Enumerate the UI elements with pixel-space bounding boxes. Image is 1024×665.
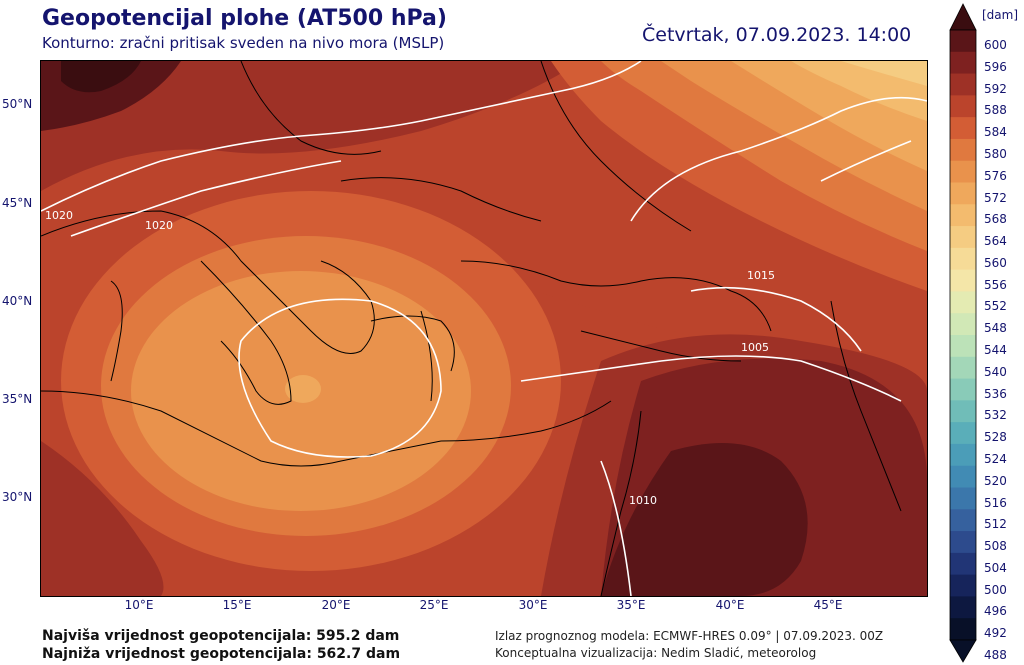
y-tick-30n: 30°N [2, 490, 33, 504]
colorbar-label-592: 592 [984, 81, 1007, 96]
colorbar-label-576: 576 [984, 168, 1007, 183]
band-568-central [285, 375, 321, 403]
colorbar-label-580: 580 [984, 146, 1007, 161]
isobar-label-1005: 1005 [741, 341, 769, 354]
colorbar-label-552: 552 [984, 299, 1007, 314]
colorbar-label-560: 560 [984, 255, 1007, 270]
map-title: Geopotencijal plohe (AT500 hPa) [42, 6, 447, 31]
colorbar-label-568: 568 [984, 212, 1007, 227]
colorbar-segment-532 [950, 378, 976, 401]
colorbar-segment-520 [950, 443, 976, 467]
colorbar-extend-top [949, 3, 977, 31]
isobar-label-1010: 1010 [629, 494, 657, 507]
colorbar-extend-bottom [949, 639, 977, 663]
colorbar-segment-584 [950, 95, 976, 118]
y-tick-50n: 50°N [2, 97, 33, 111]
colorbar-unit: [dam] [982, 8, 1019, 22]
colorbar-segment-564 [950, 204, 976, 227]
author-credit-text: Konceptualna vizualizacija: Nedim Sladić… [495, 646, 817, 660]
colorbar-segment-588 [950, 73, 976, 96]
colorbar-label-528: 528 [984, 430, 1007, 445]
coastlines [41, 61, 902, 596]
x-tick-20e: 20°E [321, 598, 351, 612]
forecast-datetime: Četvrtak, 07.09.2023. 14:00 [642, 24, 912, 46]
isobar-label-1015: 1015 [747, 269, 775, 282]
colorbar-label-564: 564 [984, 234, 1007, 249]
colorbar-label-488: 488 [984, 648, 1007, 662]
band-600-nw [61, 61, 141, 93]
colorbar-segment-544 [950, 313, 976, 336]
colorbar-segment-508 [950, 509, 976, 532]
x-tick-25e: 25°E [419, 598, 449, 612]
geopotential-map[interactable]: 1020 1020 1015 1005 1010 [40, 60, 928, 597]
band-560-ne [841, 61, 927, 86]
y-tick-40n: 40°N [2, 294, 33, 308]
min-geopotential-text: Najniža vrijednost geopotencijala: 562.7… [42, 646, 401, 662]
map-canvas: 1020 1020 1015 1005 1010 [41, 61, 927, 596]
colorbar-segment-512 [950, 487, 976, 510]
colorbar-label-540: 540 [984, 364, 1007, 379]
x-tick-40e: 40°E [715, 598, 745, 612]
colorbar-label-508: 508 [984, 539, 1007, 554]
colorbar-label-544: 544 [984, 343, 1007, 357]
colorbar-segment-568 [950, 182, 976, 205]
colorbar-label-572: 572 [984, 190, 1007, 205]
colorbar [949, 3, 977, 663]
colorbar-segment-504 [950, 531, 976, 554]
colorbar-segment-592 [950, 51, 976, 75]
colorbar-label-532: 532 [984, 408, 1007, 423]
footer-credits: Izlaz prognoznog modela: ECMWF-HRES 0.09… [495, 628, 883, 662]
colorbar-segment-488 [950, 618, 976, 641]
colorbar-label-584: 584 [984, 125, 1007, 140]
colorbar-segment-596 [950, 30, 976, 53]
colorbar-label-504: 504 [984, 560, 1007, 575]
colorbar-label-600: 600 [984, 38, 1007, 52]
colorbar-segment-548 [950, 291, 976, 314]
colorbar-segment-496 [950, 574, 976, 597]
colorbar-segment-560 [950, 226, 976, 249]
colorbar-label-588: 588 [984, 103, 1007, 118]
colorbar-segment-524 [950, 422, 976, 445]
band-596-se [601, 443, 808, 596]
colorbar-label-548: 548 [984, 321, 1007, 336]
colorbar-label-492: 492 [984, 626, 1007, 641]
colorbar-label-520: 520 [984, 473, 1007, 488]
colorbar-label-536: 536 [984, 386, 1007, 401]
colorbar-segment-492 [950, 596, 976, 619]
isobars [41, 61, 927, 596]
band-588-sw [41, 441, 164, 596]
colorbar-segment-540 [950, 335, 976, 358]
colorbar-segment-516 [950, 465, 976, 488]
x-tick-10e: 10°E [124, 598, 154, 612]
x-tick-30e: 30°E [518, 598, 548, 612]
x-tick-35e: 35°E [616, 598, 646, 612]
colorbar-segment-536 [950, 356, 976, 380]
isobar-label-1020-central: 1020 [145, 219, 173, 232]
footer-stats: Najviša vrijednost geopotencijala: 595.2… [42, 627, 400, 663]
y-tick-35n: 35°N [2, 392, 33, 406]
colorbar-label-512: 512 [984, 517, 1007, 532]
model-info-text: Izlaz prognoznog modela: ECMWF-HRES 0.09… [495, 629, 884, 643]
colorbar-segment-528 [950, 400, 976, 423]
colorbar-segment-572 [950, 160, 976, 183]
colorbar-label-516: 516 [984, 495, 1007, 510]
colorbar-label-596: 596 [984, 59, 1007, 74]
colorbar-segment-552 [950, 269, 976, 292]
max-geopotential-text: Najviša vrijednost geopotencijala: 595.2… [42, 628, 400, 644]
colorbar-label-496: 496 [984, 604, 1007, 619]
isobar-label-1020-west: 1020 [45, 209, 73, 222]
x-tick-45e: 45°E [813, 598, 843, 612]
x-tick-15e: 15°E [222, 598, 252, 612]
colorbar-segment-500 [950, 552, 976, 576]
colorbar-label-500: 500 [984, 582, 1007, 597]
colorbar-segment-556 [950, 247, 976, 271]
colorbar-segment-580 [950, 117, 976, 140]
colorbar-label-556: 556 [984, 277, 1007, 292]
map-subtitle: Konturno: zračni pritisak sveden na nivo… [42, 34, 445, 52]
colorbar-segment-576 [950, 138, 976, 162]
colorbar-label-524: 524 [984, 451, 1007, 466]
y-tick-45n: 45°N [2, 196, 33, 210]
band-588-north [41, 61, 581, 191]
